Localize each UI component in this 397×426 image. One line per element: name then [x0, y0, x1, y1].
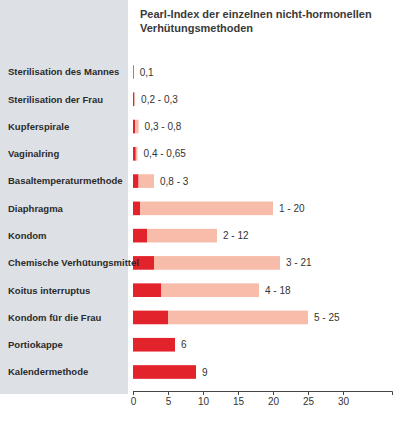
tick-mark	[308, 391, 309, 395]
bars	[133, 65, 308, 379]
category-label: Kupferspirale	[8, 121, 69, 132]
data-label: 3 - 21	[286, 257, 312, 268]
category-label: Chemische Verhütungsmittel	[8, 257, 139, 268]
range-bar	[135, 120, 139, 134]
data-label: 6	[181, 339, 187, 350]
tick: 15	[233, 391, 245, 407]
chart: Pearl-Index der einzelnen nicht-hormonel…	[0, 0, 397, 426]
data-label: 0,1	[140, 67, 154, 78]
data-label: 1 - 20	[279, 203, 305, 214]
tick: 20	[268, 391, 280, 407]
tick-label: 15	[233, 396, 245, 407]
x-axis: 0 5 10 15 20 25 30	[131, 391, 393, 407]
tick: 0	[131, 391, 137, 407]
tick-mark	[203, 391, 204, 395]
tick: 25	[303, 391, 315, 407]
bar	[133, 92, 134, 106]
tick-mark	[238, 391, 239, 395]
range-bar	[161, 283, 259, 297]
data-label: 9	[202, 367, 208, 378]
tick-mark	[168, 391, 169, 395]
bar	[133, 283, 161, 297]
category-label: Diaphragma	[8, 203, 64, 214]
category-label: Kondom für die Frau	[8, 312, 102, 323]
tick-label: 5	[166, 396, 172, 407]
category-label: Portiokappe	[8, 339, 63, 350]
bar	[133, 202, 140, 216]
tick-mark	[273, 391, 274, 395]
range-bar	[140, 202, 273, 216]
range-bar	[136, 147, 138, 161]
category-label: Kalendermethode	[8, 366, 88, 377]
tick-mark	[133, 391, 134, 395]
bar	[133, 120, 135, 134]
data-label: 2 - 12	[223, 230, 249, 241]
bar	[133, 365, 196, 379]
tick-label: 30	[338, 396, 350, 407]
category-label: Vaginalring	[8, 148, 59, 159]
data-labels: 0,1 0,2 - 0,3 0,3 - 0,8 0,4 - 0,65 0,8 - 3 1 …	[140, 67, 340, 378]
range-bar	[154, 256, 280, 270]
category-labels: Sterilisation des Mannes Sterilisation de…	[8, 66, 139, 377]
data-label: 4 - 18	[265, 285, 291, 296]
data-label: 5 - 25	[314, 312, 340, 323]
bar	[133, 229, 147, 243]
tick: 10	[198, 391, 210, 407]
tick-label: 25	[303, 396, 315, 407]
tick: 30	[338, 391, 350, 407]
tick-label: 0	[131, 396, 137, 407]
range-bar	[147, 229, 217, 243]
bar	[133, 311, 168, 325]
data-label: 0,4 - 0,65	[144, 148, 187, 159]
range-bar	[139, 174, 154, 188]
range-bar	[168, 311, 308, 325]
label-panel	[0, 0, 128, 394]
title: Pearl-Index der einzelnen nicht-hormonel…	[140, 8, 372, 34]
axis-line	[134, 392, 393, 396]
data-label: 0,3 - 0,8	[145, 121, 182, 132]
category-label: Koitus interruptus	[8, 285, 90, 296]
category-label: Kondom	[8, 230, 47, 241]
category-label: Basaltemperaturmethode	[8, 175, 123, 186]
bar	[133, 147, 136, 161]
bar	[133, 65, 134, 79]
data-label: 0,8 - 3	[160, 176, 189, 187]
tick-label: 20	[268, 396, 280, 407]
bar	[133, 174, 139, 188]
tick-label: 10	[198, 396, 210, 407]
tick-mark	[343, 391, 344, 395]
category-label: Sterilisation des Mannes	[8, 66, 119, 77]
range-bar	[134, 92, 136, 106]
tick: 5	[166, 391, 172, 407]
data-label: 0,2 - 0,3	[141, 94, 178, 105]
category-label: Sterilisation der Frau	[8, 94, 103, 105]
bar	[133, 338, 175, 352]
